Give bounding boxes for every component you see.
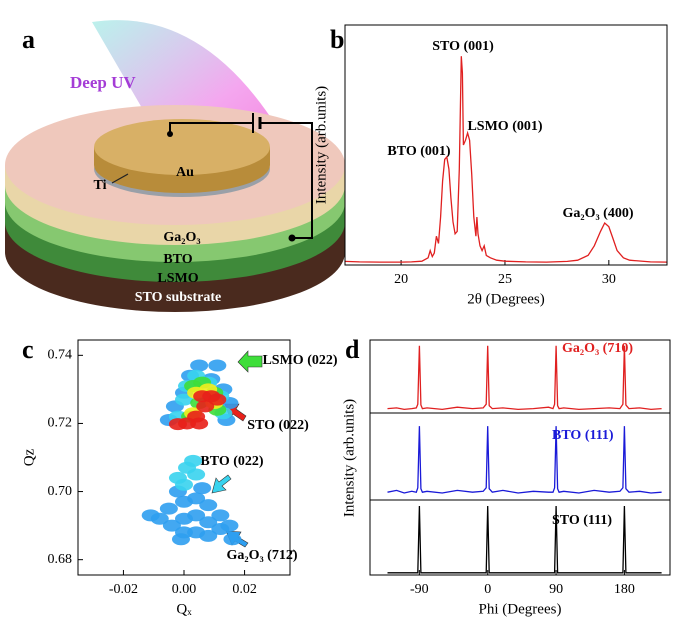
x-axis-label: 2θ (Degrees) xyxy=(467,291,545,307)
x-tick-label: 30 xyxy=(602,272,616,287)
map-point xyxy=(187,468,206,481)
annotation: STO (001) xyxy=(432,39,494,54)
layer-label: STO substrate xyxy=(135,290,221,305)
annotation: LSMO (022) xyxy=(262,353,337,368)
y-tick-label: 0.72 xyxy=(48,416,73,431)
plot-frame xyxy=(77,339,291,576)
x-tick-label: 0.02 xyxy=(232,582,257,597)
plot-frame xyxy=(344,24,668,266)
data-line xyxy=(344,56,668,263)
map-point xyxy=(211,509,230,522)
x-tick-label: 25 xyxy=(498,272,512,287)
panel-label: b xyxy=(330,25,344,54)
chart: -0.02 0.00 0.02 0.68 0.70 0.72 0.74 Qₓ Qz c LSMO (… xyxy=(21,335,337,617)
x-tick-label: 180 xyxy=(614,582,635,597)
au-top xyxy=(94,119,270,175)
map-point xyxy=(162,519,181,532)
map-point xyxy=(196,400,215,413)
y-tick-label: 0.70 xyxy=(48,484,73,499)
x-tick-label: 0 xyxy=(484,582,491,597)
x-tick-label: -90 xyxy=(410,582,429,597)
map-point xyxy=(184,454,203,467)
x-tick-label: 90 xyxy=(549,582,563,597)
y-axis-label: Intensity (arb.units) xyxy=(313,86,329,204)
chart: -90 0 90 180 Phi (Degrees) STO (111) xyxy=(369,499,671,617)
layer-label: Ga₂O₃ xyxy=(163,230,200,245)
x-axis-label: Qₓ xyxy=(176,601,192,617)
map-point xyxy=(171,533,190,546)
map-point xyxy=(220,519,239,532)
map-point xyxy=(208,393,227,406)
plot-frame xyxy=(369,499,671,576)
map-point xyxy=(141,509,160,522)
y-axis-label: Qz xyxy=(21,448,37,466)
layer-label: BTO xyxy=(163,252,192,267)
y-tick-label: 0.74 xyxy=(48,348,73,363)
map-point xyxy=(199,516,218,529)
map-point xyxy=(193,482,212,495)
ti-pointer xyxy=(111,173,129,184)
annotation: STO (022) xyxy=(247,418,309,433)
uv-label: Deep UV xyxy=(70,73,136,92)
map-point xyxy=(199,499,218,512)
chart: Intensity (arb.units) BTO (111) xyxy=(341,399,671,517)
ti-label: Ti xyxy=(94,178,107,193)
panel-label: d xyxy=(345,335,360,364)
map-point xyxy=(175,478,193,491)
annotation: LSMO (001) xyxy=(467,119,542,134)
map-point xyxy=(223,533,242,546)
arrow xyxy=(211,474,232,494)
data-line xyxy=(387,426,662,494)
data-line xyxy=(387,505,662,574)
data-line xyxy=(387,345,662,411)
annotation: Ga₂O₃ (712̄) xyxy=(227,548,298,563)
annotation: BTO (001) xyxy=(387,144,450,159)
annotation: Ga₂O₃ (400) xyxy=(563,206,634,221)
map-point xyxy=(159,502,178,515)
x-tick-label: -0.02 xyxy=(109,582,138,597)
annotation: BTO (022) xyxy=(200,454,263,469)
contact xyxy=(288,234,296,242)
map-point xyxy=(190,359,209,372)
map-point xyxy=(168,418,187,431)
panel-label: c xyxy=(22,335,34,364)
x-tick-label: 0.00 xyxy=(172,582,197,597)
map-point xyxy=(190,417,209,430)
schematic: a Deep UV Au Ti Ga₂O₃ BTO LSMO STO subst… xyxy=(5,20,345,312)
arrow xyxy=(237,350,263,373)
chart: 20 25 30 2θ (Degrees) Intensity (arb.units) b… xyxy=(313,24,668,307)
map-point xyxy=(187,492,206,505)
panel-label: a xyxy=(22,25,35,54)
au-label: Au xyxy=(176,165,194,180)
circuit-wire xyxy=(169,122,313,239)
y-axis-label: Intensity (arb.units) xyxy=(341,399,357,517)
x-axis-label: Phi (Degrees) xyxy=(479,601,562,617)
y-tick-label: 0.68 xyxy=(48,552,73,567)
layer-label: LSMO xyxy=(157,271,198,286)
map-point xyxy=(187,509,206,522)
map-point xyxy=(175,393,193,406)
map-point xyxy=(199,529,218,542)
series-label: BTO (111) xyxy=(552,428,614,443)
series-label: STO (111) xyxy=(552,513,612,528)
series-label: Ga₂O₃ (710) xyxy=(562,341,633,356)
contact xyxy=(167,131,173,137)
map-point xyxy=(208,359,227,372)
x-tick-label: 20 xyxy=(394,272,408,287)
chart: d Ga₂O₃ (710) xyxy=(345,335,671,414)
